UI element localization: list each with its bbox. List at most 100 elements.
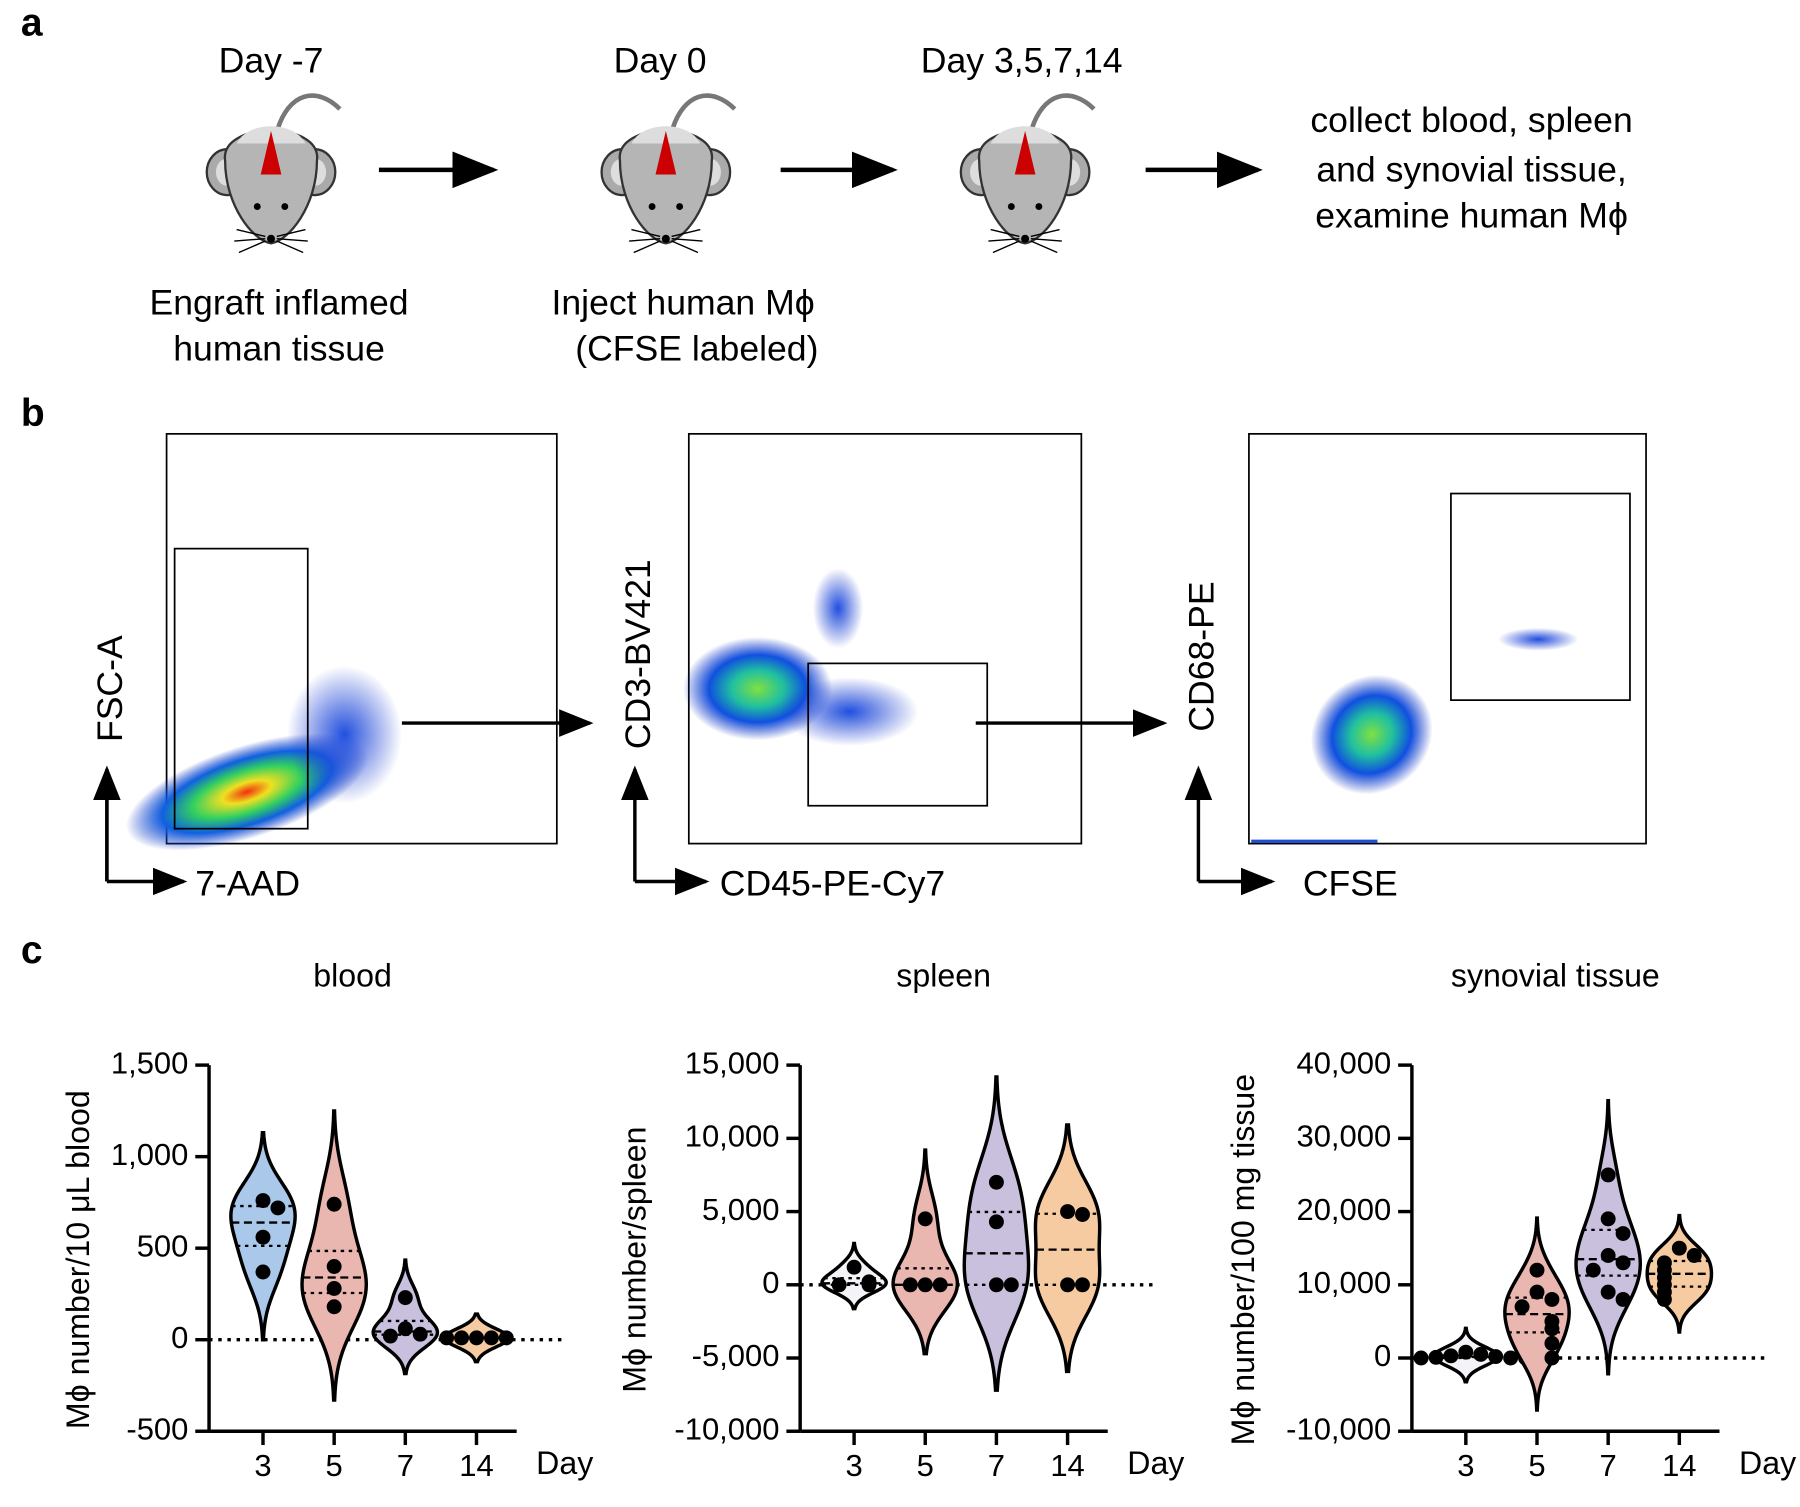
y-tick-label: 30,000 (1297, 1119, 1392, 1154)
step-caption: (CFSE labeled) (575, 329, 818, 369)
x-axis-label: Day (1739, 1445, 1796, 1481)
mouse-icon (602, 96, 735, 253)
data-point (932, 1277, 948, 1293)
y-tick-label: -10,000 (674, 1411, 779, 1446)
data-point (846, 1259, 862, 1275)
step-day: Day 3,5,7,14 (921, 41, 1123, 81)
x-tick-label: 5 (326, 1448, 343, 1483)
y-axis-label: Mϕ number/10 μL blood (60, 1090, 96, 1429)
data-point (988, 1214, 1004, 1230)
flow-plot (126, 432, 558, 851)
data-point (1413, 1350, 1429, 1366)
x-tick-label: 7 (988, 1448, 1005, 1483)
data-point (326, 1259, 342, 1274)
data-point (498, 1330, 514, 1346)
data-point (397, 1290, 413, 1306)
data-point (902, 1277, 918, 1293)
final-step: and synovial tissue, (1316, 150, 1627, 190)
data-point (1656, 1291, 1672, 1307)
chart-title: blood (313, 957, 392, 993)
x-tick-label: 7 (397, 1448, 414, 1483)
y-tick-label: -10,000 (1286, 1411, 1391, 1446)
y-tick-label: 40,000 (1297, 1045, 1392, 1080)
data-point (988, 1174, 1004, 1190)
data-point (454, 1330, 470, 1346)
violin (300, 1109, 369, 1402)
violin (371, 1258, 440, 1376)
y-tick-label: 0 (171, 1320, 188, 1355)
data-point (1503, 1350, 1519, 1366)
x-tick-label: 5 (1528, 1448, 1545, 1483)
x-axis-label: Day (536, 1445, 593, 1481)
panel-label: b (21, 392, 45, 435)
x-axis-label: 7-AAD (195, 863, 300, 903)
mouse-icon (961, 96, 1094, 253)
data-point (1600, 1248, 1616, 1263)
data-point (1615, 1255, 1631, 1271)
data-point (1544, 1321, 1560, 1337)
violin (962, 1075, 1031, 1392)
x-tick-label: 3 (845, 1448, 862, 1483)
mouse-icon (207, 96, 340, 253)
y-axis-label: Mϕ number/100 mg tissue (1225, 1074, 1261, 1446)
data-point (255, 1193, 271, 1209)
data-point (1443, 1348, 1459, 1364)
x-axis-label: CFSE (1303, 863, 1398, 903)
data-point (1600, 1284, 1616, 1300)
violin (820, 1241, 888, 1311)
y-tick-label: 0 (1374, 1338, 1391, 1373)
data-point (483, 1330, 499, 1346)
data-point (1529, 1262, 1545, 1278)
data-point (917, 1211, 933, 1227)
x-axis-label: CD45-PE-Cy7 (720, 863, 945, 903)
data-point (382, 1328, 398, 1344)
data-point (1060, 1277, 1076, 1293)
y-axis-label: CD68-PE (1182, 581, 1222, 731)
data-point (1544, 1350, 1560, 1366)
step-caption: Inject human Mϕ (551, 283, 814, 323)
data-point (917, 1277, 933, 1293)
panel-label: a (21, 2, 43, 45)
step-day: Day -7 (219, 41, 324, 81)
final-step: collect blood, spleen (1310, 100, 1632, 140)
y-tick-label: 10,000 (685, 1119, 780, 1154)
y-tick-label: -500 (126, 1411, 188, 1446)
step-day: Day 0 (614, 41, 707, 81)
y-axis-label: Mϕ number/spleen (617, 1127, 653, 1393)
y-tick-label: 10,000 (1297, 1265, 1392, 1300)
data-point (1544, 1335, 1560, 1351)
y-tick-label: 500 (137, 1228, 189, 1263)
x-tick-label: 14 (1050, 1448, 1084, 1483)
flow-plot (683, 432, 1083, 845)
data-point (1458, 1344, 1474, 1360)
x-tick-label: 7 (1600, 1448, 1617, 1483)
data-point (326, 1196, 342, 1212)
data-point (1544, 1291, 1560, 1307)
violin (1033, 1123, 1102, 1374)
data-point (412, 1326, 428, 1342)
y-tick-label: 0 (762, 1265, 779, 1300)
x-tick-label: 14 (1662, 1448, 1696, 1483)
violin (1574, 1098, 1643, 1376)
data-point (1686, 1248, 1702, 1263)
chart-title: synovial tissue (1451, 957, 1660, 993)
data-point (1615, 1226, 1631, 1241)
data-point (1075, 1277, 1090, 1293)
data-point (1060, 1204, 1076, 1220)
data-point (988, 1277, 1004, 1293)
data-point (1003, 1277, 1019, 1293)
data-point (1585, 1262, 1601, 1278)
data-point (397, 1321, 413, 1337)
step-caption: Engraft inflamed (150, 283, 409, 323)
data-point (1671, 1240, 1687, 1256)
y-axis-label: FSC-A (90, 635, 130, 742)
data-point (1488, 1349, 1504, 1365)
data-point (439, 1330, 455, 1346)
y-tick-label: -5,000 (692, 1338, 780, 1373)
violin (891, 1148, 960, 1356)
data-point (1600, 1167, 1616, 1183)
y-tick-label: 1,000 (111, 1137, 188, 1172)
data-point (255, 1264, 271, 1280)
data-point (1473, 1346, 1489, 1362)
